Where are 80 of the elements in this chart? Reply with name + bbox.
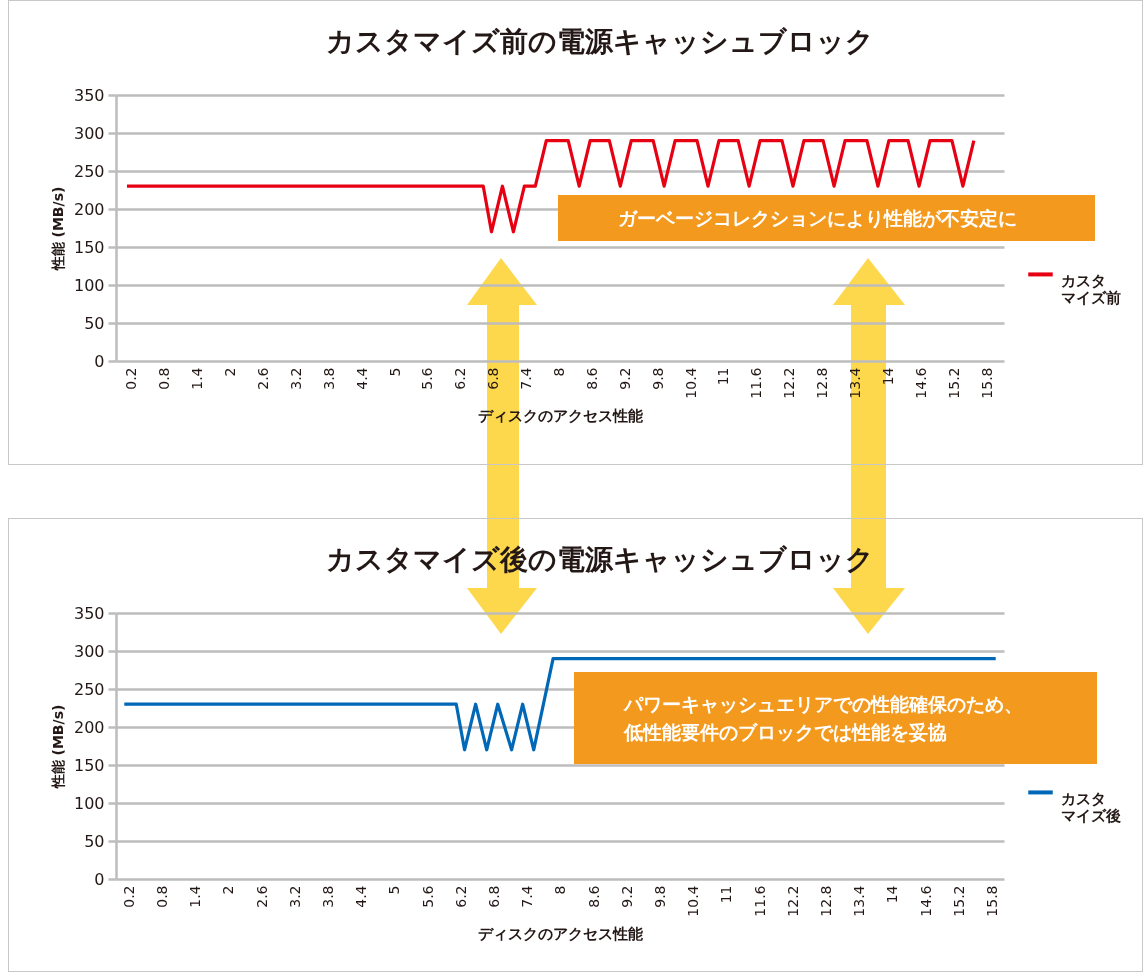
- x-tick-label: 5: [386, 367, 403, 377]
- x-tick-label: 8.6: [583, 367, 600, 390]
- x-tick-label: 4.4: [353, 367, 370, 390]
- callout: ガーベージコレクションにより性能が不安定に: [558, 195, 1095, 241]
- x-tick-label: 15.8: [978, 367, 995, 399]
- y-axis-title: 性能 (MB/s): [49, 704, 66, 790]
- legend-label: カスタマイズ後: [1061, 790, 1121, 826]
- x-tick-label: 7.4: [518, 367, 535, 390]
- y-tick-label: 250: [73, 679, 105, 699]
- x-tick-label: 0.8: [156, 367, 173, 390]
- x-tick-label: 2.6: [253, 885, 270, 908]
- y-tick-label: 250: [73, 161, 105, 181]
- x-tick-label: 11: [718, 885, 735, 904]
- y-tick-label: 200: [73, 199, 105, 219]
- x-tick-label: 4.4: [353, 885, 370, 908]
- y-tick-label: 0: [94, 351, 105, 371]
- x-tick-label: 14.6: [912, 367, 929, 399]
- x-tick-label: 11: [715, 367, 732, 386]
- x-tick-label: 6.2: [452, 367, 469, 390]
- x-tick-label: 9.8: [651, 885, 668, 908]
- y-axis-title: 性能 (MB/s): [49, 186, 66, 272]
- x-tick-label: 3.8: [320, 367, 337, 390]
- x-tick-label: 6.2: [452, 885, 469, 908]
- x-tick-label: 2.6: [255, 367, 272, 390]
- y-tick-label: 300: [73, 641, 105, 661]
- x-tick-label: 9.2: [616, 367, 633, 390]
- x-tick-label: 10.4: [685, 885, 702, 917]
- x-tick-label: 12.2: [781, 367, 798, 399]
- x-tick-label: 11.6: [751, 885, 768, 917]
- x-axis-title: ディスクのアクセス性能: [478, 924, 644, 943]
- callout: パワーキャッシュエリアでの性能確保のため、低性能要件のブロックでは性能を妥協: [574, 672, 1097, 764]
- x-tick-label: 12.2: [784, 885, 801, 917]
- y-tick-label: 150: [73, 237, 105, 257]
- annotation: ガーベージコレクションにより性能が不安定に: [618, 205, 1017, 231]
- x-tick-label: 12.8: [814, 367, 831, 399]
- x-tick-label: 0.8: [154, 885, 170, 908]
- x-tick-label: 11.6: [748, 367, 765, 399]
- x-tick-label: 3.8: [319, 885, 336, 908]
- y-tick-label: 50: [84, 313, 105, 333]
- x-tick-label: 3.2: [287, 367, 304, 390]
- x-tick-label: 2: [222, 367, 239, 377]
- x-tick-label: 0.2: [120, 885, 137, 908]
- y-tick-label: 350: [73, 603, 105, 623]
- legend-label: カスタマイズ前: [1061, 272, 1121, 308]
- x-tick-label: 12.8: [817, 885, 834, 917]
- x-tick-label: 14: [884, 885, 901, 904]
- x-tick-label: 15.2: [950, 885, 967, 917]
- x-tick-label: 14: [879, 367, 896, 386]
- y-tick-label: 300: [73, 123, 105, 143]
- x-tick-label: 14.6: [917, 885, 934, 917]
- x-tick-label: 15.8: [983, 885, 1000, 917]
- x-tick-label: 9.2: [618, 885, 635, 908]
- y-tick-label: 350: [73, 85, 105, 105]
- chart-title: カスタマイズ前の電源キャッシュブロック: [326, 25, 874, 58]
- x-tick-label: 8: [551, 367, 568, 377]
- x-tick-label: 6.8: [485, 885, 502, 908]
- annotation: パワーキャッシュエリアでの性能確保のため、低性能要件のブロックでは性能を妥協: [624, 691, 1024, 745]
- x-tick-label: 8: [552, 885, 569, 895]
- x-tick-label: 15.2: [945, 367, 962, 399]
- y-tick-label: 200: [73, 717, 105, 737]
- x-tick-label: 5: [386, 885, 403, 895]
- y-tick-label: 0: [94, 869, 105, 889]
- y-tick-label: 100: [73, 793, 105, 813]
- x-tick-label: 13.4: [847, 367, 864, 399]
- y-tick-label: 50: [84, 831, 105, 851]
- x-tick-label: 1.4: [187, 885, 204, 908]
- x-tick-label: 5.6: [419, 885, 436, 908]
- y-tick-label: 150: [73, 755, 105, 775]
- y-tick-label: 100: [73, 275, 105, 295]
- x-tick-label: 0.2: [123, 367, 140, 390]
- x-tick-label: 7.4: [519, 885, 536, 908]
- x-tick-label: 3.2: [286, 885, 303, 908]
- x-tick-label: 1.4: [189, 367, 206, 390]
- x-tick-label: 8.6: [585, 885, 602, 908]
- x-tick-label: 10.4: [682, 367, 699, 399]
- x-tick-label: 9.8: [649, 367, 666, 390]
- x-tick-label: 6.8: [485, 367, 502, 390]
- x-tick-label: 13.4: [851, 885, 868, 917]
- x-tick-label: 2: [220, 885, 237, 895]
- x-tick-label: 5.6: [419, 367, 436, 390]
